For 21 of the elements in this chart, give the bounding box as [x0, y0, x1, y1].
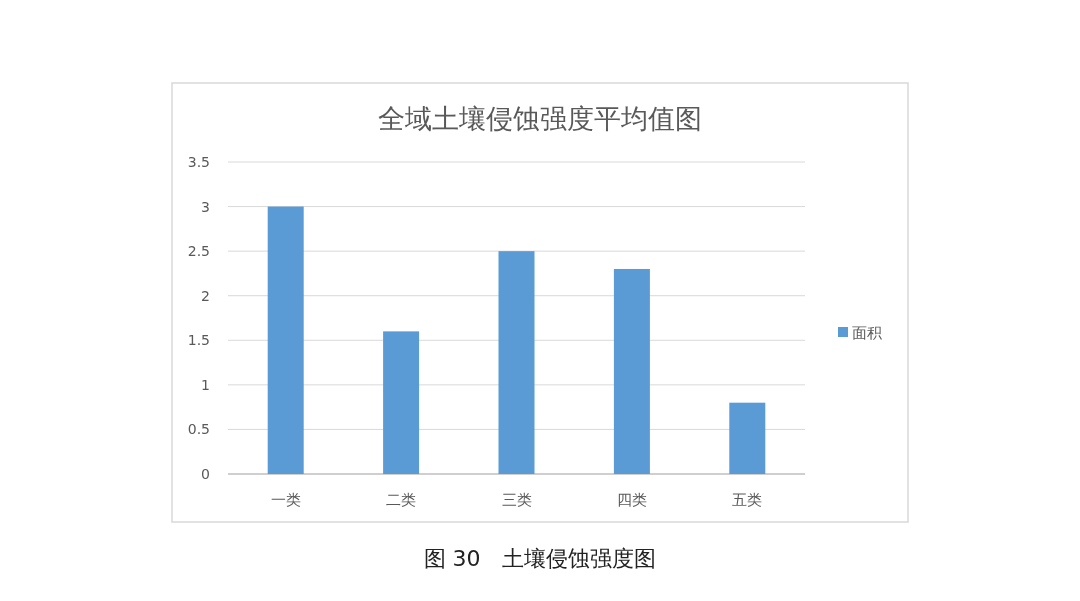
y-tick-label: 3 — [201, 198, 210, 215]
x-tick-label: 三类 — [501, 491, 532, 509]
x-tick-label: 五类 — [732, 491, 763, 509]
chart-title: 全域土壤侵蚀强度平均值图 — [378, 103, 702, 134]
bar — [383, 331, 420, 474]
bar — [267, 206, 304, 474]
y-tick-label: 2.5 — [187, 243, 210, 260]
y-tick-label: 1.5 — [187, 332, 210, 349]
bar — [498, 251, 535, 474]
caption: 图 30 土壤侵蚀强度图 — [423, 546, 657, 571]
y-tick-label: 1 — [201, 376, 210, 393]
y-tick-label: 0 — [201, 466, 210, 482]
bar — [729, 402, 766, 474]
legend-label: 面积 — [852, 324, 882, 342]
x-tick-label: 二类 — [386, 491, 417, 509]
bar — [613, 268, 650, 474]
x-tick-label: 一类 — [270, 491, 301, 509]
y-tick-label: 3.5 — [187, 154, 210, 170]
x-tick-label: 四类 — [616, 491, 647, 509]
y-tick-label: 2 — [201, 287, 210, 304]
y-tick-label: 0.5 — [187, 421, 210, 438]
